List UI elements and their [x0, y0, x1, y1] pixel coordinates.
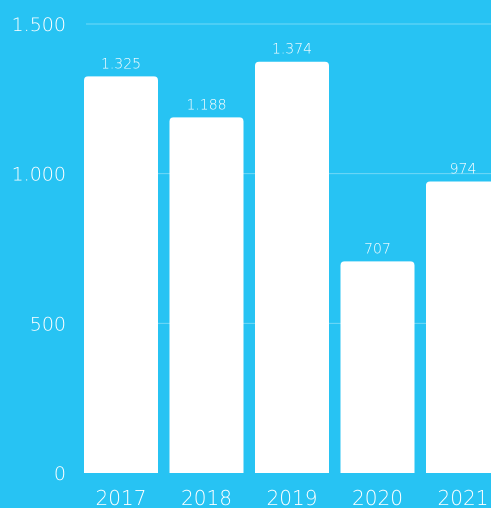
data-labels: 1.325 1.188 1.374 707 974: [101, 42, 476, 258]
bars: [84, 61, 491, 473]
data-label-2020: 707: [364, 241, 391, 257]
x-category-label-2017: 2017: [96, 486, 147, 508]
y-axis-tick-labels: 0 500 1.000 1.500: [12, 14, 66, 485]
data-label-2021: 974: [450, 161, 477, 177]
bar-2021: [426, 181, 491, 473]
y-tick-label: 1.500: [12, 14, 66, 36]
data-label-2019: 1.374: [272, 42, 312, 58]
y-tick-label: 1.000: [12, 164, 66, 186]
data-label-2017: 1.325: [101, 56, 141, 72]
x-axis-category-labels: 2017 2018 2019 2020 2021: [96, 486, 489, 508]
y-tick-label: 500: [30, 313, 66, 335]
bar-2018: [169, 117, 244, 473]
data-label-2018: 1.188: [186, 97, 226, 113]
bar-2017: [84, 76, 158, 473]
bar-2019: [255, 61, 329, 473]
x-category-label-2020: 2020: [352, 486, 403, 508]
x-category-label-2018: 2018: [181, 486, 232, 508]
x-category-label-2021: 2021: [438, 486, 489, 508]
y-tick-label: 0: [54, 463, 66, 485]
x-category-label-2019: 2019: [267, 486, 318, 508]
bar-2020: [340, 261, 415, 473]
